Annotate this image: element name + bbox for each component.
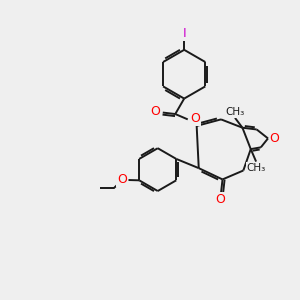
Text: O: O [117, 173, 127, 186]
Text: O: O [215, 193, 225, 206]
Text: CH₃: CH₃ [226, 107, 245, 117]
Text: CH₃: CH₃ [247, 163, 266, 173]
Text: I: I [182, 27, 186, 40]
Text: O: O [270, 132, 280, 145]
Text: O: O [190, 112, 200, 125]
Text: O: O [151, 106, 160, 118]
